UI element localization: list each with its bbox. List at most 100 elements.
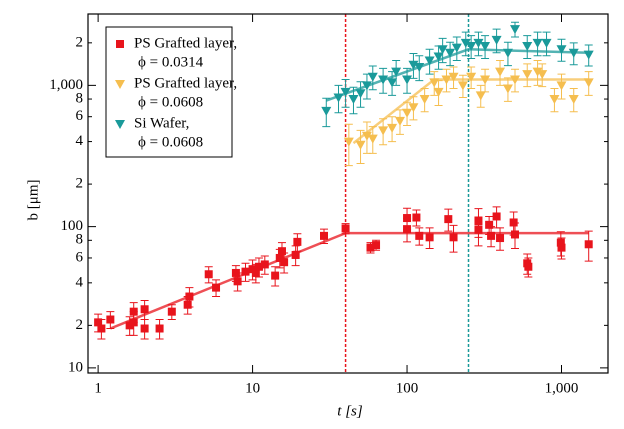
marker [212,283,221,292]
marker [475,91,486,101]
x-tick-label: 10 [245,380,260,396]
legend-label: ϕ = 0.0314 [138,54,204,70]
legend-label: ϕ = 0.0608 [138,94,203,110]
marker [125,321,134,330]
marker [445,48,456,58]
marker [487,231,496,240]
marker [343,137,354,147]
marker [568,48,579,58]
marker [366,243,375,252]
marker [556,81,567,91]
y-tick-label: 6 [76,249,84,265]
marker [532,38,543,48]
marker [412,213,421,222]
y-axis-label: b [μm] [25,180,41,221]
marker [129,307,138,316]
legend-label: Si Wafer, [134,115,189,131]
marker [480,75,491,85]
marker [448,72,459,82]
marker [378,75,389,85]
y-tick-label: 1,000 [49,77,83,93]
marker [496,234,505,243]
marker [340,87,351,97]
marker [183,300,192,309]
marker [402,108,413,118]
marker [473,38,484,48]
marker [408,103,419,113]
y-tick-label: 10 [68,359,83,375]
marker [367,72,378,82]
marker [291,250,300,259]
marker [275,253,284,262]
y-tick-label: 2 [76,176,84,192]
marker [140,305,149,314]
marker [254,262,263,271]
marker [557,243,566,252]
y-tick-label: 2 [76,34,84,50]
marker [480,41,491,51]
y-tick-label: 4 [76,274,84,290]
marker [241,267,250,276]
marker [466,72,477,82]
marker [333,93,344,103]
marker [155,324,164,333]
y-tick-label: 100 [61,218,84,234]
marker [556,238,565,247]
marker [466,41,477,51]
marker [460,38,471,48]
marker [491,35,502,45]
legend-marker [115,120,125,129]
marker [441,75,452,85]
marker [361,131,372,141]
marker [204,270,213,279]
marker [495,67,506,77]
marker [415,231,424,240]
marker [584,240,593,249]
marker [233,277,242,286]
x-axis-label: t [s] [337,403,363,419]
marker [502,48,513,58]
legend-label: PS Grafted layer, [134,75,237,91]
marker [568,95,579,105]
marker [403,214,412,223]
y-tick-label: 2 [76,317,84,333]
marker [541,38,552,48]
legend-marker [116,40,124,48]
marker [320,231,329,240]
marker [414,62,425,72]
fit-line [325,48,589,102]
marker [433,52,444,62]
marker [97,324,106,333]
marker [94,318,103,327]
marker [251,268,260,277]
marker [424,56,435,66]
marker [372,241,381,250]
marker [485,220,494,229]
marker [532,67,543,77]
marker [361,81,372,91]
y-tick-label: 6 [76,108,84,124]
marker [387,123,398,133]
marker [433,87,444,97]
y-tick-label: 8 [76,90,84,106]
marker [509,218,518,227]
x-tick-label: 1 [94,380,102,396]
marker [524,262,533,271]
legend: PS Grafted layer, ϕ = 0.0314 PS Grafted la… [105,26,237,158]
marker [549,95,560,105]
marker [106,315,115,324]
marker [511,230,520,239]
marker [444,215,453,224]
marker [502,84,513,94]
marker [387,78,398,88]
legend-label: PS Grafted layer, [134,35,237,51]
marker [556,45,567,55]
marker [277,247,286,256]
marker [449,233,458,242]
marker [457,81,468,91]
marker [367,134,378,144]
marker [185,292,194,301]
marker [321,106,332,116]
